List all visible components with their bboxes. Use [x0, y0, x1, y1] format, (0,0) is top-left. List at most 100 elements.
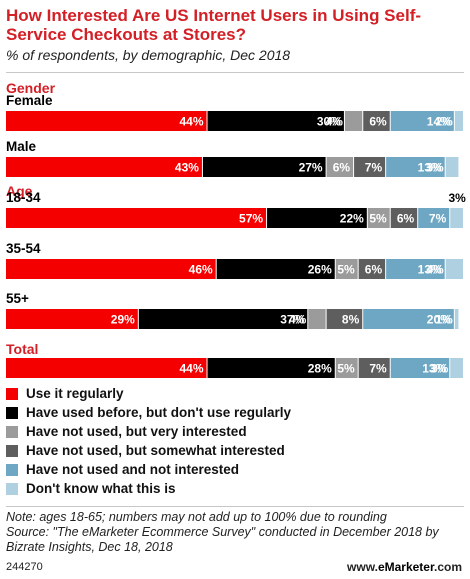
bar-segment — [207, 358, 335, 378]
bar-segment — [308, 309, 326, 329]
data-label: 14% — [427, 115, 451, 129]
legend-swatch — [6, 463, 18, 476]
bar-segment — [390, 358, 450, 378]
bar-segment — [202, 157, 326, 177]
data-label: 6% — [365, 263, 383, 277]
group-heading: Age — [6, 183, 33, 199]
bar-category-label: 35-54 — [6, 241, 41, 256]
data-label: 6% — [397, 212, 415, 226]
data-label: 7% — [369, 362, 387, 376]
bar-segment — [386, 259, 445, 279]
bar-segment — [6, 208, 267, 228]
bar-segment — [6, 111, 207, 131]
data-label: 7% — [429, 212, 447, 226]
bar-segment — [418, 208, 450, 228]
data-label: 6% — [369, 115, 387, 129]
legend-item: Have not used, but very interested — [6, 422, 291, 441]
bar-segment — [207, 111, 344, 131]
bar-segment — [390, 208, 418, 228]
data-label: 27% — [299, 161, 323, 175]
bottom-divider — [6, 506, 464, 507]
data-label: 13% — [418, 263, 442, 277]
data-label: 20% — [427, 313, 451, 327]
bar-segment — [363, 309, 454, 329]
data-label: 6% — [333, 161, 351, 175]
bar-segment — [344, 111, 363, 131]
legend-label: Have not used and not interested — [26, 462, 240, 477]
group-heading: Total — [6, 341, 38, 357]
bar-segment — [454, 111, 463, 131]
data-label: 5% — [369, 212, 387, 226]
bar-segment — [367, 208, 390, 228]
source-text: Source: "The eMarketer Ecommerce Survey"… — [6, 525, 439, 554]
data-label: 37% — [280, 313, 304, 327]
legend-item: Have used before, but don't use regularl… — [6, 403, 291, 422]
data-label: 5% — [337, 263, 355, 277]
data-label: 7% — [365, 161, 383, 175]
data-label: 46% — [189, 263, 213, 277]
data-label: 43% — [175, 161, 199, 175]
bar-segment — [450, 358, 463, 378]
data-label: 28% — [308, 362, 332, 376]
chart-notes: Note: ages 18-65; numbers may not add up… — [6, 510, 466, 555]
bar-segment — [454, 309, 459, 329]
data-label: 4% — [326, 115, 344, 129]
legend-label: Have not used, but somewhat interested — [26, 443, 285, 458]
legend-item: Don't know what this is — [6, 479, 291, 498]
bar-segment — [390, 111, 454, 131]
bar-category-label: 55+ — [6, 291, 29, 306]
bar-segment — [450, 208, 463, 228]
bar-segment — [6, 358, 207, 378]
bar-segment — [326, 157, 354, 177]
chart-legend: Use it regularly Have used before, but do… — [6, 384, 291, 498]
emarketer-logo: www.eMarketer.com — [347, 560, 462, 574]
bar-segment — [138, 309, 308, 329]
legend-swatch — [6, 406, 18, 419]
bar-segment — [6, 309, 138, 329]
legend-label: Have used before, but don't use regularl… — [26, 405, 292, 420]
legend-label: Use it regularly — [26, 386, 124, 401]
data-label: 3% — [426, 161, 444, 175]
bar-segment — [6, 259, 216, 279]
group-heading: Gender — [6, 80, 56, 96]
data-label: 4% — [289, 313, 307, 327]
bar-segment — [445, 157, 459, 177]
chart-id: 244270 — [6, 561, 43, 573]
data-label: 29% — [111, 313, 135, 327]
legend-item: Use it regularly — [6, 384, 291, 403]
bar-segment — [358, 259, 386, 279]
legend-swatch — [6, 387, 18, 400]
bar-segment — [267, 208, 367, 228]
brand-suffix: .com — [433, 560, 462, 574]
data-label: 5% — [337, 362, 355, 376]
brand-prefix: www. — [347, 560, 378, 574]
bar-segment — [335, 358, 358, 378]
bar-segment — [335, 259, 358, 279]
bar-segment — [363, 111, 390, 131]
note-text: Note: ages 18-65; numbers may not add up… — [6, 510, 387, 524]
legend-label: Don't know what this is — [26, 481, 176, 496]
bar-segment — [358, 358, 390, 378]
legend-swatch — [6, 482, 18, 495]
bar-category-label: Female — [6, 93, 53, 108]
data-label: 3% — [448, 191, 466, 205]
data-label: 44% — [179, 115, 203, 129]
bar-segment — [386, 157, 445, 177]
data-label: 2% — [435, 115, 453, 129]
chart-title: How Interested Are US Internet Users in … — [6, 6, 422, 44]
data-label: 13% — [418, 161, 442, 175]
data-label: 26% — [308, 263, 332, 277]
data-label: 30% — [317, 115, 341, 129]
bar-segment — [6, 157, 202, 177]
bar-segment — [445, 259, 463, 279]
legend-item: Have not used, but somewhat interested — [6, 441, 291, 460]
bar-segment — [326, 309, 363, 329]
data-label: 3% — [431, 362, 449, 376]
data-label: 8% — [342, 313, 360, 327]
legend-label: Have not used, but very interested — [26, 424, 247, 439]
legend-swatch — [6, 425, 18, 438]
chart-subtitle: % of respondents, by demographic, Dec 20… — [6, 47, 291, 63]
bar-category-label: Male — [6, 139, 37, 154]
data-label: 1% — [435, 313, 453, 327]
